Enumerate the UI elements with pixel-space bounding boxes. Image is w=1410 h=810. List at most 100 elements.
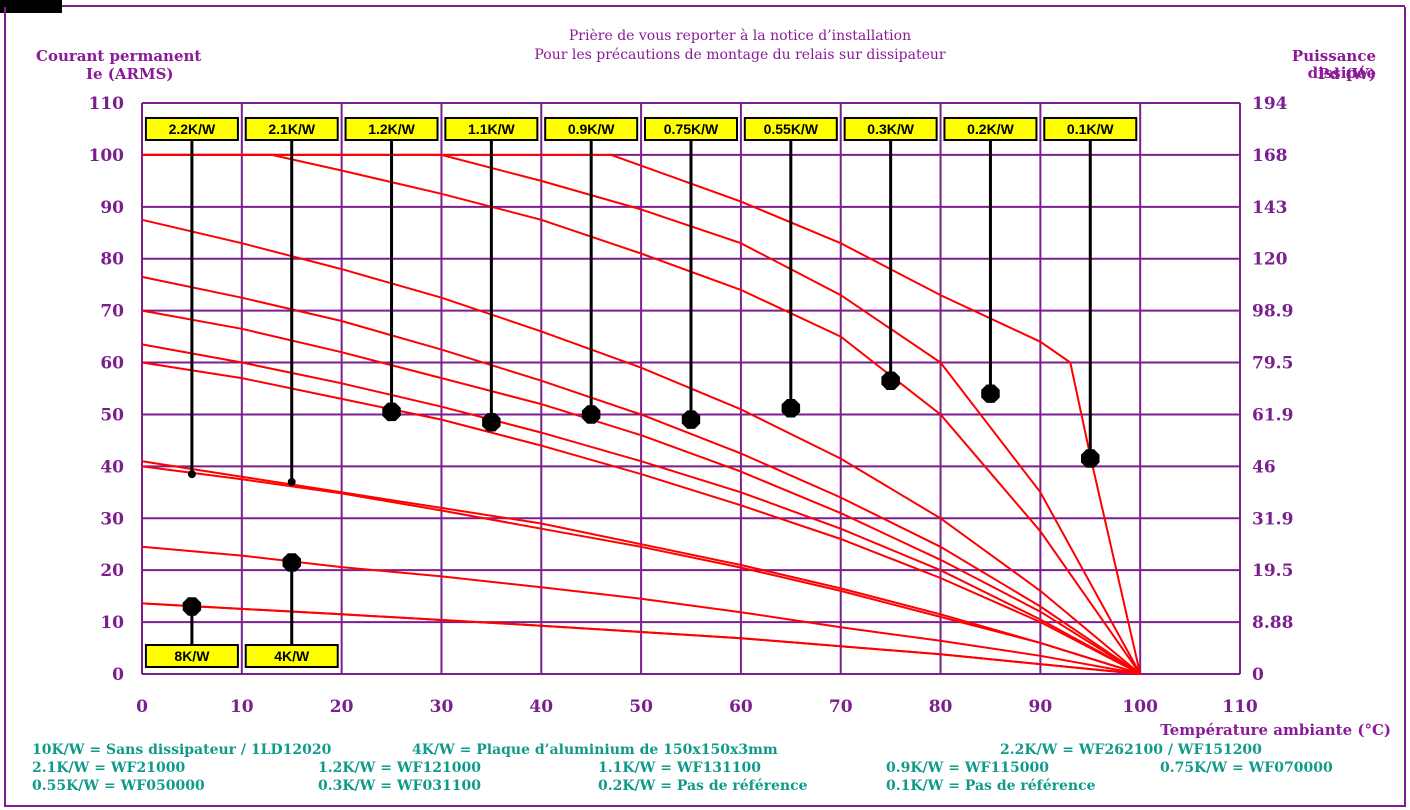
y-tick-label: 50: [100, 405, 124, 425]
label-box: [244, 117, 339, 141]
legend-2-1kw: 2.1K/W = WF21000: [32, 760, 186, 776]
curve-0-75k-w: [141, 275, 1141, 675]
label-box: [244, 644, 339, 668]
frame-left-border: [4, 7, 6, 807]
label-marker-octagon: [681, 410, 701, 429]
x-tick-label: 10: [230, 697, 254, 717]
y2-tick-label: 61.9: [1252, 405, 1293, 425]
label-marker-dot: [187, 470, 196, 479]
x-tick-label: 40: [529, 697, 553, 717]
y2-tick-label: 194: [1252, 94, 1288, 114]
label-marker-octagon: [482, 413, 501, 432]
x-tick-label: 90: [1029, 697, 1053, 717]
label-marker-octagon: [581, 405, 601, 424]
y2-tick-label: 8.88: [1252, 613, 1293, 633]
label-marker-dot: [287, 477, 296, 486]
left-axis-title-1: Courant permanent: [36, 47, 202, 65]
y-tick-label: 10: [100, 613, 124, 633]
label-box: [743, 117, 838, 141]
x-tick-label: 70: [829, 697, 853, 717]
label-marker-octagon: [981, 384, 1000, 403]
legend-2-2kw: 2.2K/W = WF262100 / WF151200: [1000, 742, 1262, 758]
x-tick-label: 100: [1122, 697, 1158, 717]
legend-0-9kw: 0.9K/W = WF115000: [886, 760, 1049, 776]
installation-note-line2: Pour les précautions de montage du relai…: [534, 47, 946, 63]
label-box: [344, 117, 439, 141]
x-tick-label: 60: [729, 697, 753, 717]
legend-0-1kw: 0.1K/W = Pas de référence: [886, 778, 1096, 794]
label-box: [144, 644, 239, 668]
label-4k-w: 4K/W: [244, 553, 339, 668]
y-tick-label: 70: [100, 302, 124, 322]
label-box: [843, 117, 938, 141]
curve-2-2k-w: [141, 465, 1141, 675]
curves: [141, 153, 1142, 675]
legend-4kw: 4K/W = Plaque d’aluminium de 150x150x3mm: [412, 742, 778, 758]
label-0-55k-w: 0.55K/W: [743, 117, 838, 418]
y-tick-label: 30: [100, 509, 124, 529]
label-text: 4K/W: [274, 648, 310, 664]
label-box: [144, 117, 239, 141]
curve-2-1k-w: [141, 460, 1141, 675]
x-tick-label: 20: [330, 697, 354, 717]
label-0-9k-w: 0.9K/W: [544, 117, 639, 424]
y-tick-label: 80: [100, 250, 124, 270]
label-text: 0.2K/W: [967, 121, 1014, 137]
label-box: [444, 117, 539, 141]
y2-tick-label: 143: [1252, 198, 1288, 218]
curve-0-55k-w: [141, 218, 1141, 675]
legend-0-3kw: 0.3K/W = WF031100: [318, 778, 481, 794]
label-text: 0.3K/W: [867, 121, 914, 137]
x-tick-label: 80: [929, 697, 953, 717]
label-text: 1.2K/W: [368, 121, 415, 137]
curve-0-2k-w: [142, 153, 1142, 675]
x-tick-label: 110: [1222, 697, 1258, 717]
label-text: 0.55K/W: [764, 121, 819, 137]
label-0-1k-w: 0.1K/W: [1043, 117, 1138, 468]
y-tick-label: 0: [112, 665, 124, 685]
legend-0-75kw: 0.75K/W = WF070000: [1160, 760, 1333, 776]
label-0-75k-w: 0.75K/W: [644, 117, 738, 429]
label-0-3k-w: 0.3K/W: [843, 117, 938, 390]
legend-10kw: 10K/W = Sans dissipateur / 1LD12020: [32, 742, 332, 758]
y-tick-label: 20: [100, 561, 124, 581]
label-2-2k-w: 2.2K/W: [144, 117, 239, 479]
label-box: [644, 117, 738, 141]
label-marker-octagon: [382, 402, 401, 422]
y-tick-label: 90: [100, 198, 124, 218]
x-axis-title: Température ambiante (°C): [1160, 721, 1391, 739]
legend-1-1kw: 1.1K/W = WF131100: [598, 760, 761, 776]
x-tick-label: 50: [629, 697, 653, 717]
y-tick-label: 40: [100, 457, 124, 477]
curve-1-1k-w: [141, 343, 1141, 675]
y2-tick-label: 120: [1252, 250, 1288, 270]
curve-8k-w: [141, 602, 1141, 675]
y2-tick-label: 0: [1252, 665, 1264, 685]
label-box: [1043, 117, 1138, 141]
y2-tick-label: 98.9: [1252, 302, 1293, 322]
curve-1-2k-w: [141, 361, 1141, 675]
curve-4k-w: [141, 545, 1141, 675]
label-marker-octagon: [1081, 449, 1100, 468]
label-1-1k-w: 1.1K/W: [444, 117, 539, 432]
corner-tab: [0, 0, 62, 13]
label-8k-w: 8K/W: [144, 597, 239, 668]
label-box: [544, 117, 639, 141]
legend-1-2kw: 1.2K/W = WF121000: [318, 760, 481, 776]
right-axis-title-1: Puissance dissipée: [1291, 47, 1376, 82]
label-text: 1.1K/W: [468, 121, 515, 137]
frame-right-border: [1404, 7, 1406, 807]
y-tick-label: 60: [100, 354, 124, 374]
y-tick-label: 100: [89, 146, 125, 166]
legend-0-2kw: 0.2K/W = Pas de référence: [598, 778, 808, 794]
label-text: 8K/W: [174, 648, 210, 664]
curve-0-1k-w: [142, 153, 1142, 675]
label-marker-octagon: [282, 553, 301, 572]
label-text: 0.1K/W: [1067, 121, 1114, 137]
label-text: 2.2K/W: [169, 121, 216, 137]
y2-tick-label: 168: [1252, 146, 1288, 166]
x-tick-label: 30: [430, 697, 454, 717]
x-tick-label: 0: [136, 697, 148, 717]
